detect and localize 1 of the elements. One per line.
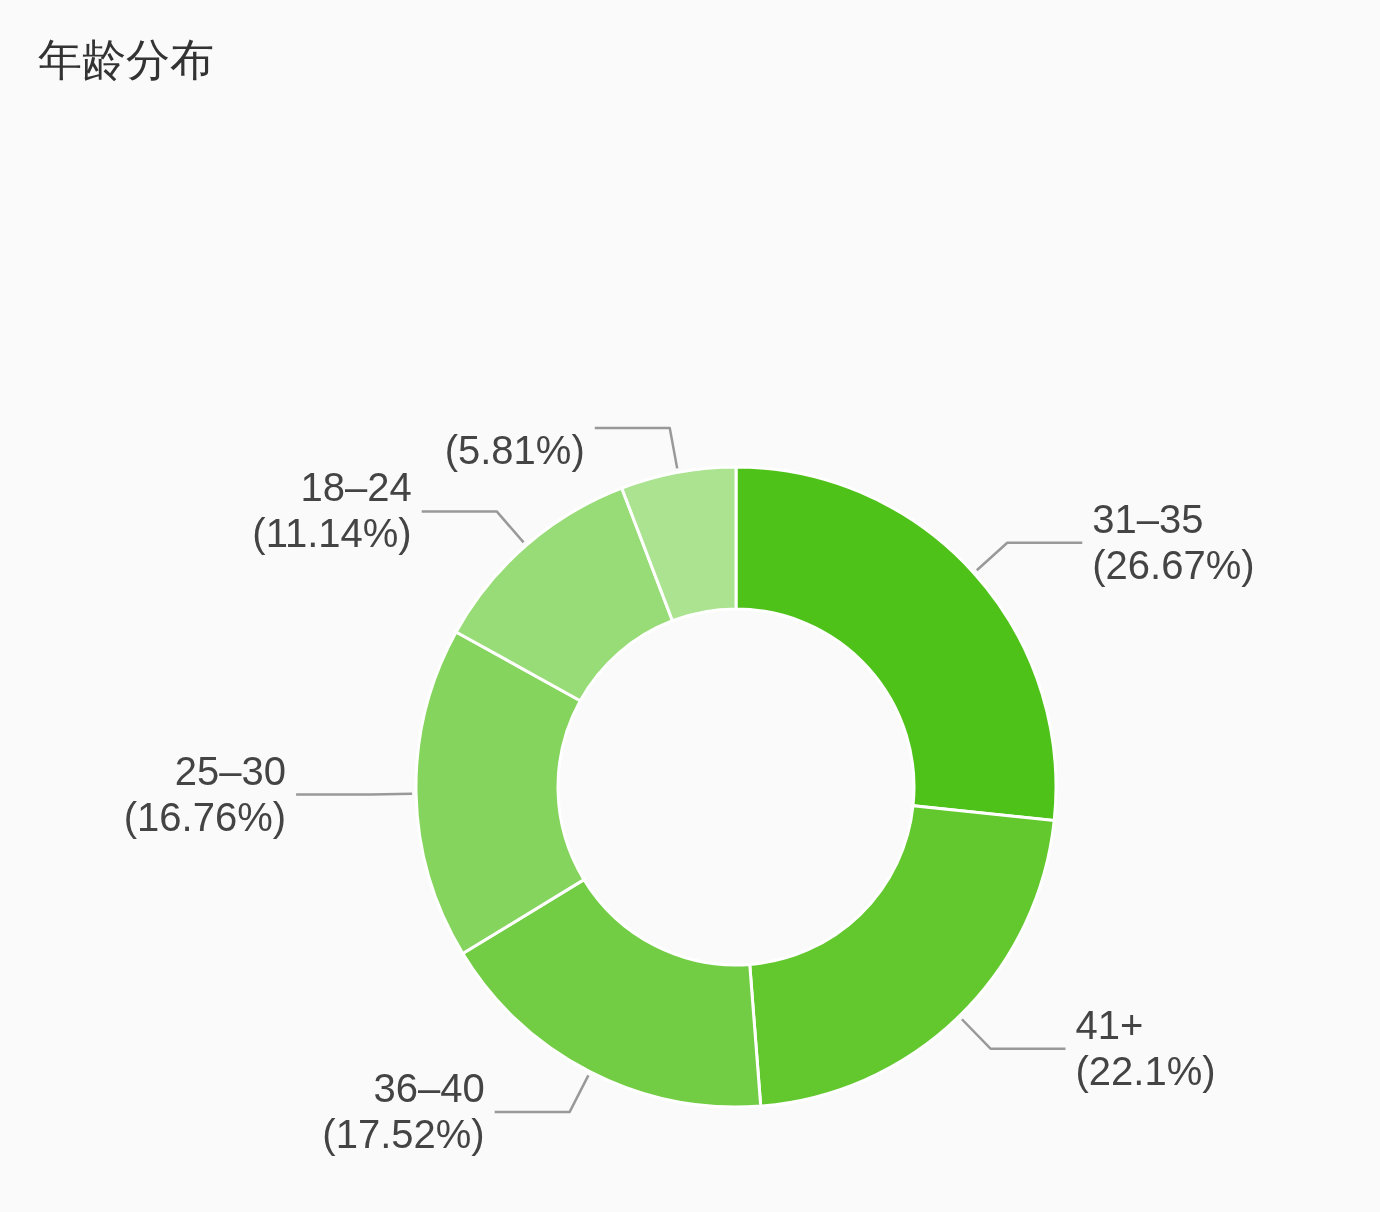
title: 年龄分布 — [38, 35, 214, 84]
